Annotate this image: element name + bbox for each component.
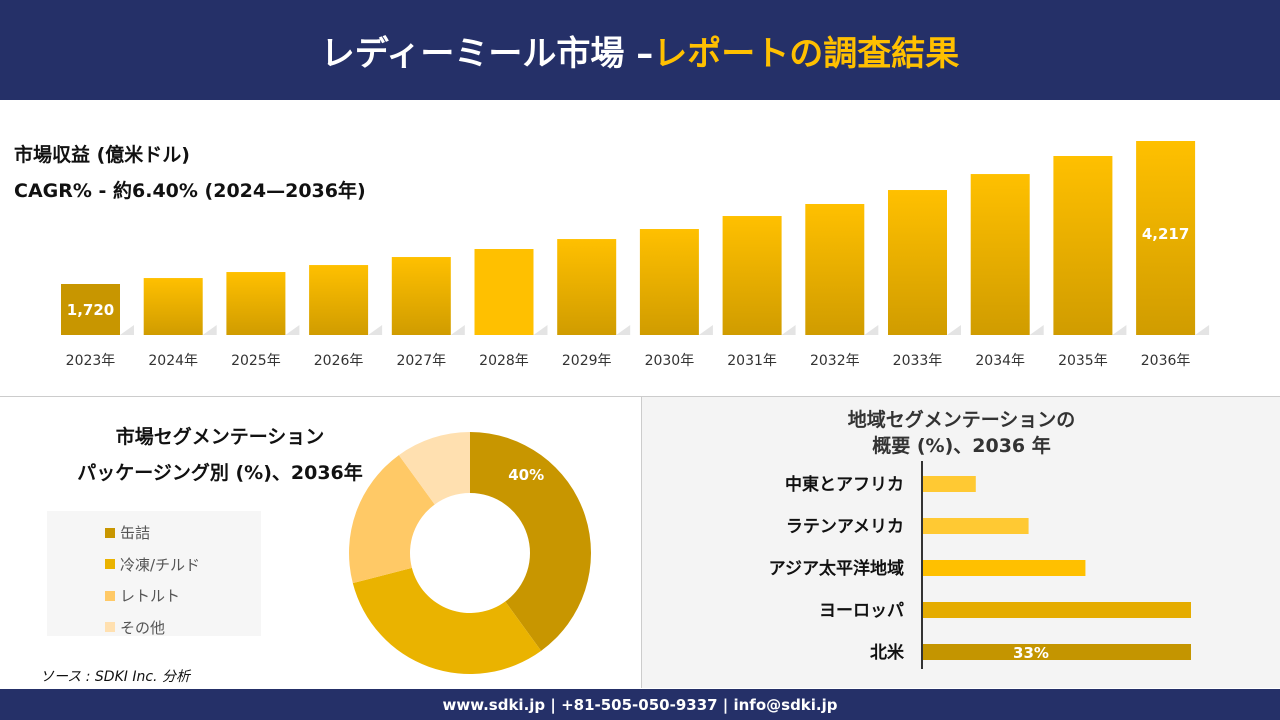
bar-2028年	[474, 249, 534, 335]
legend-swatch	[105, 622, 115, 633]
bar-ヨーロッパ	[923, 602, 1191, 618]
regional-title-2: 概要 (%)、2036 年	[872, 435, 1051, 457]
bar-shadow	[947, 325, 961, 335]
bar-shadow	[698, 325, 713, 335]
legend-item: 冷凍/チルド	[105, 549, 261, 581]
category-label: 北米	[870, 642, 905, 663]
packaging-legend: 缶詰冷凍/チルド レトルトその他	[47, 511, 261, 637]
x-tick-label: 2027年	[396, 353, 446, 369]
donut-slice-レトルト	[349, 455, 435, 584]
bar-shadow	[1195, 325, 1210, 335]
revenue-title: 市場収益 (億米ドル)	[14, 144, 190, 166]
x-tick-label: 2028年	[479, 353, 529, 369]
legend-item: レトルト	[105, 580, 261, 612]
legend-item: 缶詰	[105, 517, 261, 549]
revenue-bar-chart: 2023年 1,720 2024年 2025年 2026年 2027年 2028年 2029年…	[61, 141, 1210, 369]
source-note: ソース : SDKI Inc. 分析	[40, 669, 190, 685]
bar-data-label: 33%	[1013, 644, 1049, 662]
bar-shadow	[616, 325, 631, 335]
bar-shadow	[1112, 325, 1127, 335]
bar-2033年	[888, 190, 947, 335]
category-label: ラテンアメリカ	[786, 517, 904, 537]
legend-swatch	[105, 527, 115, 538]
regional-title-1: 地域セグメンテーションの	[847, 409, 1076, 431]
title-highlight: レポートの調査結果	[653, 33, 960, 74]
title-main: レディーミール市場 –	[320, 33, 654, 74]
cagr-subtitle: CAGR% - 約6.40% (2024—2036年)	[14, 180, 366, 202]
slice-data-label: 40%	[508, 466, 544, 484]
x-tick-label: 2032年	[810, 353, 860, 369]
legend-item: その他	[105, 612, 261, 644]
category-label: 中東とアフリカ	[785, 474, 904, 495]
legend-swatch	[105, 559, 115, 570]
packaging-donut-chart: 40%	[349, 432, 591, 674]
category-label: ヨーロッパ	[819, 601, 904, 621]
x-tick-label: 2023年	[66, 353, 116, 369]
bar-北米	[923, 644, 1191, 660]
donut-slice-冷凍/チルド	[352, 567, 542, 674]
bar-2031年	[722, 216, 782, 335]
legend-label: レトルト	[120, 587, 181, 606]
bar-2025年	[226, 272, 286, 335]
bar-shadow	[533, 325, 548, 335]
bar-アジア太平洋地域	[923, 560, 1086, 576]
donut-slice-その他	[398, 432, 470, 505]
packaging-title-2: パッケージング別 (%)、2036年	[77, 462, 363, 484]
bar-2027年	[391, 257, 451, 335]
x-tick-label: 2031年	[727, 353, 777, 369]
bar-shadow	[781, 325, 796, 335]
x-tick-label: 2029年	[562, 353, 612, 369]
divider	[0, 396, 1280, 397]
bar-ラテンアメリカ	[923, 518, 1029, 534]
footer-contact: www.sdki.jp | +81-505-050-9337 | info@sd…	[0, 689, 1280, 720]
bar-2036年	[1136, 141, 1196, 335]
bar-shadow	[285, 325, 300, 335]
legend-label: その他	[120, 618, 166, 637]
category-label: アジア太平洋地域	[769, 558, 904, 579]
bar-shadow	[864, 325, 879, 335]
x-tick-label: 2025年	[231, 353, 281, 369]
bar-shadow	[450, 325, 465, 335]
x-tick-label: 2033年	[893, 353, 943, 369]
legend-swatch	[105, 590, 115, 601]
bar-2023年	[61, 284, 120, 335]
x-tick-label: 2036年	[1141, 353, 1191, 369]
bar-中東とアフリカ	[923, 476, 976, 492]
bar-2034年	[970, 174, 1030, 335]
bar-data-label: 1,720	[67, 301, 114, 319]
x-tick-label: 2024年	[148, 353, 198, 369]
x-tick-label: 2034年	[975, 353, 1025, 369]
bar-2026年	[309, 265, 369, 335]
regional-panel: 地域セグメンテーションの 概要 (%)、2036 年 中東とアフリカ ラテンアメリ…	[641, 397, 1280, 688]
x-tick-label: 2030年	[645, 353, 695, 369]
bar-2029年	[557, 239, 617, 335]
donut-slice-缶詰	[470, 432, 591, 651]
bar-2032年	[805, 203, 865, 335]
bar-shadow	[368, 325, 383, 335]
legend-label: 缶詰	[120, 524, 151, 543]
bar-shadow	[202, 325, 217, 335]
header-banner: レディーミール市場 – レポートの調査結果	[0, 0, 1280, 100]
bar-data-label: 4,217	[1142, 225, 1189, 243]
packaging-title-1: 市場セグメンテーション	[115, 426, 325, 448]
x-tick-label: 2026年	[314, 353, 364, 369]
x-tick-label: 2035年	[1058, 353, 1108, 369]
legend-label: 冷凍/チルド	[120, 555, 201, 574]
bar-shadow	[120, 325, 134, 335]
bar-2035年	[1053, 156, 1113, 335]
bar-2030年	[639, 229, 699, 335]
bar-shadow	[1029, 325, 1044, 335]
bar-2024年	[143, 278, 203, 335]
